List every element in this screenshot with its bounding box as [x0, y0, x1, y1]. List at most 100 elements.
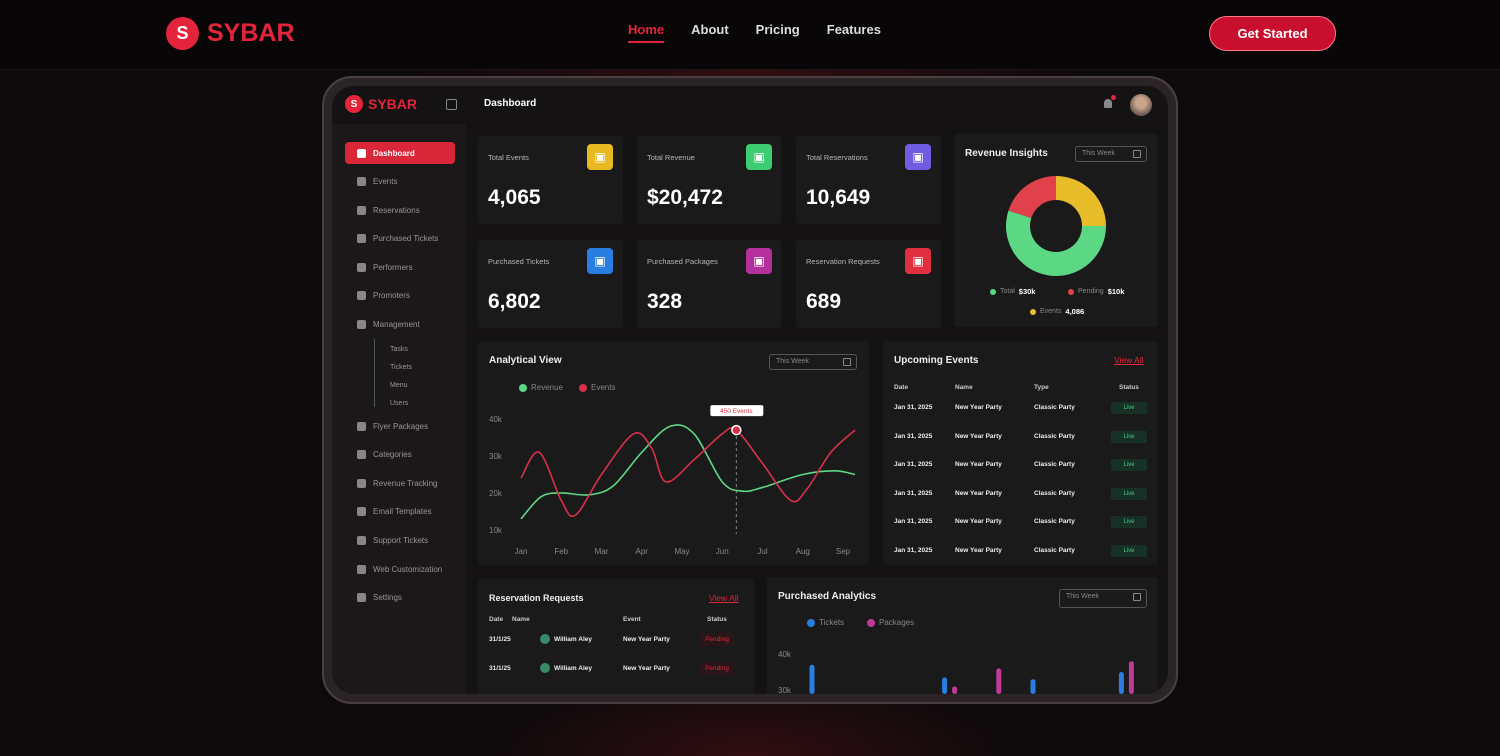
status-badge: Live [1111, 402, 1147, 414]
sidebar-subitem-tasks[interactable]: Tasks [390, 346, 408, 353]
sidebar-item-web-customization[interactable]: Web Customization [345, 558, 455, 580]
package-icon: ▣ [746, 248, 772, 274]
calendar-icon [1133, 150, 1141, 158]
status-badge: Pending [700, 633, 734, 646]
settings-icon [357, 593, 366, 603]
card-title: Analytical View [489, 355, 562, 366]
app-topbar: S SYBAR Dashboard [332, 86, 1168, 124]
bar-tickets[interactable] [1118, 672, 1124, 694]
legend-events: Events 4,086 [1030, 307, 1084, 316]
sidebar-item-dashboard[interactable]: Dashboard [345, 142, 455, 164]
app-logo[interactable]: S SYBAR [345, 95, 417, 113]
sidebar-item-label: Events [373, 177, 398, 186]
sidebar-item-purchased-tickets[interactable]: Purchased Tickets [345, 228, 455, 250]
table-cell: New Year Party [623, 636, 670, 643]
view-all-link[interactable]: View All [709, 593, 739, 603]
nav-pricing[interactable]: Pricing [755, 22, 800, 37]
stat-value: 689 [806, 290, 842, 313]
sidebar-subitem-tickets[interactable]: Tickets [390, 364, 412, 371]
legend-tickets: Tickets [807, 618, 844, 627]
stat-value: 328 [647, 290, 683, 313]
flyer-packages-icon [357, 421, 366, 431]
sidebar-item-email-templates[interactable]: Email Templates [345, 501, 455, 523]
table-cell: New Year Party [955, 546, 1002, 554]
column-header: Type [1034, 384, 1049, 391]
bar-tickets[interactable] [1030, 679, 1036, 694]
series-line-revenue [520, 424, 856, 520]
table-cell: New Year Party [955, 489, 1002, 497]
x-tick-label: Feb [554, 547, 568, 556]
donut-slice-total[interactable] [1006, 210, 1106, 276]
bell-icon[interactable] [1104, 99, 1112, 108]
bar-packages[interactable] [952, 686, 958, 694]
card-title: Purchased Analytics [778, 591, 877, 602]
sidebar-subitem-menu[interactable]: Menu [390, 382, 408, 389]
donut-chart [1006, 176, 1106, 276]
avatar [540, 634, 550, 644]
stat-card[interactable]: Purchased Tickets 6,802 ▣ [478, 240, 623, 328]
bar-packages[interactable] [996, 668, 1002, 694]
calendar-icon [1133, 593, 1141, 601]
sidebar-toggle-icon[interactable] [446, 99, 457, 110]
table-cell: Classic Party [1034, 546, 1075, 554]
dashboard-icon [357, 148, 366, 158]
period-select[interactable]: This Week [1059, 589, 1147, 608]
sidebar-item-performers[interactable]: Performers [345, 256, 455, 278]
stat-value: 10,649 [806, 186, 871, 209]
nav-home[interactable]: Home [628, 22, 665, 43]
x-tick-label: Jan [515, 547, 528, 556]
logo-icon: S [166, 17, 199, 50]
stat-card[interactable]: Total Events 4,065 ▣ [478, 136, 623, 224]
table-cell: Classic Party [1034, 461, 1075, 468]
table-cell: Classic Party [1034, 489, 1075, 497]
period-select[interactable]: This Week [769, 354, 857, 370]
series-line-events [520, 427, 856, 518]
sidebar-item-reservations[interactable]: Reservations [345, 199, 455, 221]
nav-features[interactable]: Features [826, 22, 881, 37]
bar-tickets[interactable] [942, 677, 948, 694]
brand-name: SYBAR [207, 19, 295, 47]
stat-card[interactable]: Total Revenue $20,472 ▣ [637, 136, 782, 224]
y-tick-label: 30k [778, 686, 792, 694]
email-templates-icon [357, 507, 366, 517]
annotation-point[interactable] [731, 424, 742, 436]
sidebar-item-settings[interactable]: Settings [345, 587, 455, 609]
stat-label: Total Reservations [806, 153, 868, 162]
stat-value: 6,802 [488, 290, 541, 313]
performers-icon [357, 262, 366, 272]
y-tick-label: 30k [489, 452, 503, 461]
user-avatar[interactable] [1130, 94, 1152, 116]
view-all-link[interactable]: View All [1114, 355, 1144, 365]
calendar-icon [843, 358, 851, 366]
site-logo[interactable]: S SYBAR [166, 17, 295, 50]
stat-card[interactable]: Reservation Requests 689 ▣ [796, 240, 941, 328]
table-cell: Jan 31, 2025 [894, 404, 933, 411]
x-tick-label: Jun [716, 547, 729, 556]
donut-slice-events[interactable] [1056, 176, 1106, 226]
dashboard-screen: S SYBAR Dashboard Dashboard Events Reserva… [332, 86, 1168, 694]
sidebar-item-categories[interactable]: Categories [345, 444, 455, 466]
avatar [540, 662, 550, 673]
table-cell: 31/1/25 [489, 664, 511, 672]
sidebar-item-revenue-tracking[interactable]: Revenue Tracking [345, 472, 455, 494]
sidebar-item-label: Revenue Tracking [373, 478, 438, 488]
sidebar-item-support-tickets[interactable]: Support Tickets [345, 529, 455, 551]
logo-icon: S [345, 95, 363, 113]
sidebar-item-flyer-packages[interactable]: Flyer Packages [345, 415, 455, 437]
nav-about[interactable]: About [691, 22, 729, 37]
sidebar-item-label: Reservations [373, 205, 420, 215]
sidebar-item-promoters[interactable]: Promoters [345, 285, 455, 307]
donut-slice-pending[interactable] [1008, 176, 1056, 218]
calendar-icon: ▣ [587, 144, 613, 170]
stat-label: Total Events [488, 153, 529, 162]
device-frame: S SYBAR Dashboard Dashboard Events Reserva… [322, 76, 1178, 704]
sidebar-item-management[interactable]: Management [345, 313, 455, 335]
get-started-button[interactable]: Get Started [1209, 16, 1336, 51]
period-select[interactable]: This Week [1075, 146, 1147, 162]
stat-card[interactable]: Total Reservations 10,649 ▣ [796, 136, 941, 224]
bar-tickets[interactable] [809, 664, 815, 694]
sidebar-item-events[interactable]: Events [345, 171, 455, 193]
bar-packages[interactable] [1128, 661, 1134, 694]
sidebar-subitem-users[interactable]: Users [390, 400, 409, 407]
stat-card[interactable]: Purchased Packages 328 ▣ [637, 240, 782, 328]
